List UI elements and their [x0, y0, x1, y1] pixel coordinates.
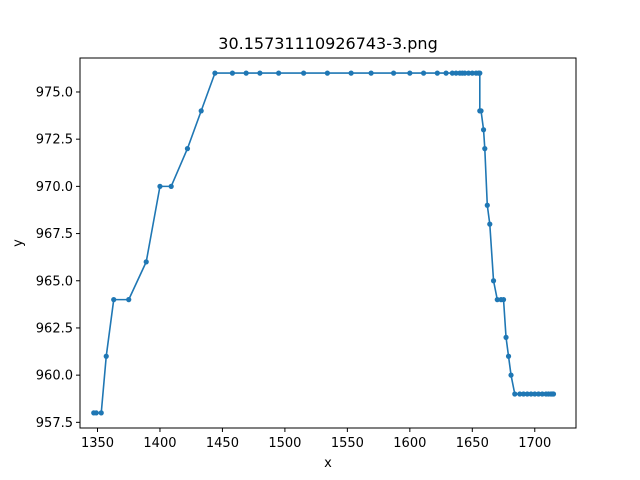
data-point: [368, 70, 374, 76]
x-tick-label: 1550: [331, 436, 364, 451]
data-point: [111, 297, 117, 303]
data-point: [126, 297, 132, 303]
y-tick-label: 965.0: [36, 274, 73, 289]
data-point: [103, 353, 109, 359]
data-point: [453, 70, 459, 76]
data-point: [508, 372, 514, 378]
data-point: [490, 278, 497, 284]
data-point: [449, 70, 455, 76]
data-point: [532, 391, 538, 397]
x-tick-label: 1700: [518, 436, 551, 451]
data-point: [420, 70, 427, 76]
y-tick-label: 970.0: [36, 180, 73, 195]
series-line: [93, 72, 554, 414]
data-point: [168, 183, 174, 189]
y-tick-label: 975.0: [36, 85, 73, 100]
x-tick-label: 1400: [143, 436, 176, 451]
y-tick-label: 972.5: [36, 133, 73, 148]
data-point: [243, 70, 249, 76]
x-tick-label: 1500: [268, 436, 301, 451]
data-point: [535, 391, 542, 397]
data-point: [407, 70, 413, 76]
y-tick-label: 960.0: [36, 369, 73, 384]
data-point: [503, 334, 509, 340]
data-point: [524, 391, 530, 397]
x-tick-label: 1600: [393, 436, 426, 451]
data-point: [462, 70, 468, 76]
data-point: [469, 70, 475, 76]
x-tick-label: 1350: [81, 436, 114, 451]
data-point: [494, 297, 500, 303]
y-tick-label: 962.5: [36, 321, 73, 336]
data-point: [198, 108, 204, 114]
data-point: [229, 70, 236, 76]
data-point: [512, 391, 518, 397]
data-point: [478, 108, 484, 114]
data-point: [520, 391, 527, 397]
data-point: [517, 391, 523, 397]
y-tick-label: 967.5: [36, 227, 73, 242]
data-point: [484, 202, 490, 208]
data-point: [212, 70, 218, 76]
data-point: [539, 391, 545, 397]
x-axis-label: x: [324, 456, 332, 471]
chart-title: 30.15731110926743-3.png: [218, 34, 437, 53]
data-point: [157, 183, 163, 189]
data-point: [143, 259, 149, 265]
y-tick-label: 957.5: [36, 416, 73, 431]
data-point: [487, 221, 493, 227]
data-point: [348, 70, 354, 76]
x-tick-label: 1450: [206, 436, 239, 451]
data-point: [477, 70, 483, 76]
data-point: [257, 70, 263, 76]
y-axis-label: y: [11, 239, 26, 247]
data-point: [505, 353, 512, 359]
x-tick-label: 1650: [456, 436, 489, 451]
data-point: [93, 410, 99, 416]
data-point: [98, 410, 104, 416]
data-point: [184, 146, 191, 152]
data-point: [482, 146, 488, 152]
data-point: [434, 70, 440, 76]
data-point: [443, 70, 449, 76]
data-point: [301, 70, 307, 76]
data-point: [550, 391, 557, 397]
data-point: [480, 127, 487, 133]
plot-area-frame: [79, 57, 577, 429]
data-point: [465, 70, 472, 76]
data-point: [500, 297, 507, 303]
data-point: [528, 391, 534, 397]
data-point: [324, 70, 330, 76]
data-point: [390, 70, 397, 76]
data-point: [276, 70, 282, 76]
